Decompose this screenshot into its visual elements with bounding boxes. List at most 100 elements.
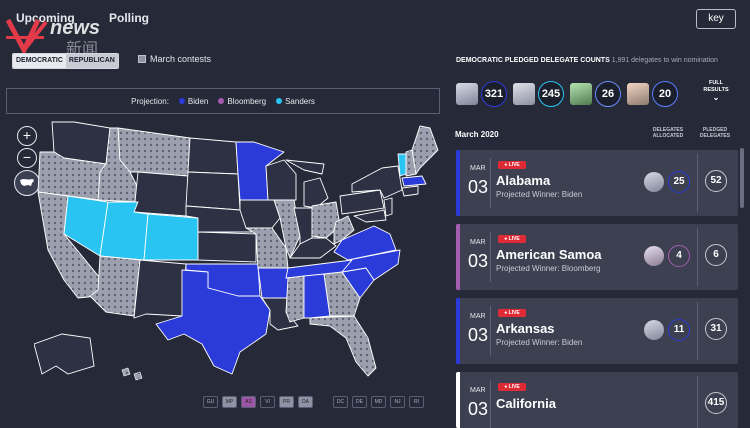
territory-as[interactable]: AS: [241, 396, 256, 408]
pledged-delegates: 52: [705, 170, 727, 192]
state-ms: [285, 275, 305, 323]
state-nc: [341, 249, 401, 281]
territory-mp[interactable]: MP: [222, 396, 237, 408]
candidate-biden[interactable]: 321: [456, 78, 507, 110]
divider: [490, 232, 491, 282]
party-toggle[interactable]: DEMOCRATIC REPUBLICAN: [12, 53, 119, 69]
race-state: California: [496, 396, 556, 411]
key-button[interactable]: key: [696, 9, 736, 29]
winner-avatar: [644, 246, 664, 266]
winner-stripe: [456, 224, 460, 290]
race-card-american-samoa[interactable]: MAR 03 ● LIVE American Samoa Projected W…: [456, 224, 738, 290]
state-fl: [309, 315, 377, 377]
divider: [490, 158, 491, 208]
projection-legend: Projection: Biden Bloomberg Sanders: [6, 88, 440, 114]
race-card-california[interactable]: MAR 03 ● LIVE California 415: [456, 372, 738, 428]
divider: [490, 306, 491, 356]
territory-gu[interactable]: GU: [203, 396, 218, 408]
winner-stripe: [456, 150, 460, 216]
top-nav: Upcoming Polling key: [0, 0, 750, 38]
delegate-count: 321: [481, 81, 507, 107]
delegates-allocated: 25: [668, 171, 690, 193]
state-me: [411, 125, 439, 175]
candidate-buttigieg[interactable]: 26: [570, 78, 621, 110]
small-states-row: DC DE MD NJ RI: [333, 396, 424, 408]
full-results-label: FULL RESULTS: [703, 80, 729, 93]
state-ct: [401, 185, 419, 197]
us-primary-map[interactable]: [34, 112, 442, 388]
state-al: [303, 273, 331, 319]
democratic-option[interactable]: DEMOCRATIC: [13, 54, 66, 68]
delegate-count: 26: [595, 81, 621, 107]
candidate-sanders[interactable]: 245: [513, 78, 564, 110]
delegate-count: 20: [652, 81, 678, 107]
territory-da[interactable]: DA: [298, 396, 313, 408]
race-month: MAR: [470, 239, 486, 246]
legend-sanders: Sanders: [276, 97, 315, 106]
col-delegates-allocated: DELEGATES ALLOCATED: [652, 127, 684, 139]
zoom-out-button[interactable]: −: [17, 148, 37, 168]
state-btn-ri[interactable]: RI: [409, 396, 424, 408]
state-btn-md[interactable]: MD: [371, 396, 386, 408]
delegates-allocated: 4: [668, 245, 690, 267]
state-btn-dc[interactable]: DC: [333, 396, 348, 408]
legend-bloomberg: Bloomberg: [218, 97, 266, 106]
state-va: [333, 225, 397, 261]
biden-dot-icon: [178, 98, 185, 105]
candidate-counts: 321 245 26 20: [456, 78, 678, 110]
divider: [697, 376, 698, 428]
avatar: [513, 83, 535, 105]
tab-upcoming[interactable]: Upcoming: [16, 11, 75, 25]
chevron-down-icon: ⌄: [712, 93, 720, 102]
winner-stripe: [456, 372, 460, 428]
live-badge: ● LIVE: [498, 383, 526, 391]
race-card-arkansas[interactable]: MAR 03 ● LIVE Arkansas Projected Winner:…: [456, 298, 738, 364]
legend-biden: Biden: [178, 97, 208, 106]
state-ak: [34, 333, 95, 375]
race-winner: Projected Winner: Biden: [496, 190, 583, 199]
state-wy: [133, 171, 189, 217]
state-wv: [333, 215, 355, 245]
race-state: Alabama: [496, 173, 551, 188]
winner-stripe: [456, 298, 460, 364]
state-sd: [185, 171, 241, 211]
bloomberg-dot-icon: [218, 98, 225, 105]
live-badge: ● LIVE: [498, 235, 526, 243]
state-ma: [401, 175, 427, 187]
march-contests-toggle[interactable]: March contests: [138, 54, 211, 64]
republican-option[interactable]: REPUBLICAN: [65, 54, 118, 68]
delegate-counts-header: DEMOCRATIC PLEDGED DELEGATE COUNTS 1,991…: [456, 57, 718, 64]
live-badge: ● LIVE: [498, 309, 526, 317]
zoom-in-button[interactable]: +: [17, 126, 37, 146]
state-btn-de[interactable]: DE: [352, 396, 367, 408]
state-md: [353, 209, 387, 223]
pledged-delegates: 415: [705, 392, 727, 414]
state-btn-nj[interactable]: NJ: [390, 396, 405, 408]
race-list-scrollbar[interactable]: [740, 148, 744, 208]
state-ar: [257, 267, 291, 299]
col-pledged-delegates: PLEDGED DELEGATES: [699, 127, 731, 139]
race-month: MAR: [470, 313, 486, 320]
territory-vi[interactable]: VI: [260, 396, 275, 408]
winner-avatar: [644, 320, 664, 340]
territory-pr[interactable]: PR: [279, 396, 294, 408]
state-nj: [383, 197, 393, 217]
tab-polling[interactable]: Polling: [109, 11, 149, 25]
candidate-warren[interactable]: 20: [627, 78, 678, 110]
sanders-dot-icon: [276, 98, 283, 105]
race-card-alabama[interactable]: MAR 03 ● LIVE Alabama Projected Winner: …: [456, 150, 738, 216]
march-contests-label: March contests: [150, 54, 212, 64]
active-tab-indicator: [6, 36, 44, 39]
race-month: MAR: [470, 165, 486, 172]
march-contests-checkbox[interactable]: [138, 55, 146, 63]
pledged-delegates: 6: [705, 244, 727, 266]
avatar: [456, 83, 478, 105]
race-day: 03: [468, 177, 489, 197]
delegate-count: 245: [538, 81, 564, 107]
reset-map-button[interactable]: [14, 170, 40, 196]
race-winner: Projected Winner: Bloomberg: [496, 264, 601, 273]
race-day: 03: [468, 251, 489, 271]
full-results-button[interactable]: FULL RESULTS ⌄: [700, 80, 732, 102]
state-mt: [117, 127, 191, 177]
live-badge: ● LIVE: [498, 161, 526, 169]
